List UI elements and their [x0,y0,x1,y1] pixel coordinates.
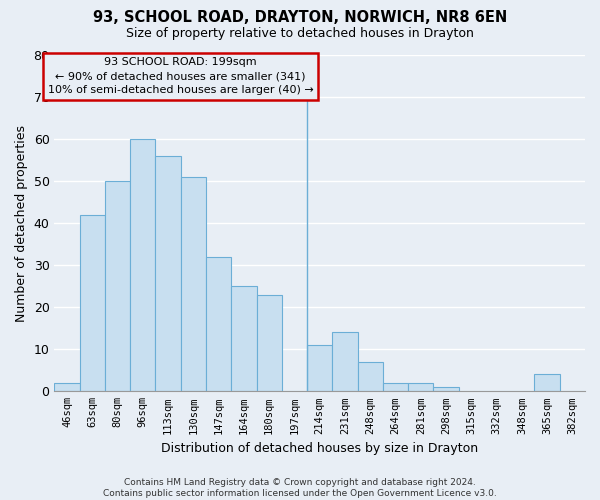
Bar [181,177,206,392]
Text: 93, SCHOOL ROAD, DRAYTON, NORWICH, NR8 6EN: 93, SCHOOL ROAD, DRAYTON, NORWICH, NR8 6… [93,10,507,25]
Bar [383,383,408,392]
Text: Contains HM Land Registry data © Crown copyright and database right 2024.
Contai: Contains HM Land Registry data © Crown c… [103,478,497,498]
Bar [231,286,257,392]
Bar [206,257,231,392]
Bar [332,332,358,392]
Bar [105,181,130,392]
Bar [155,156,181,392]
Bar [535,374,560,392]
Bar [408,383,433,392]
Bar [257,294,282,392]
Bar [358,362,383,392]
Text: 93 SCHOOL ROAD: 199sqm
← 90% of detached houses are smaller (341)
10% of semi-de: 93 SCHOOL ROAD: 199sqm ← 90% of detached… [48,57,314,95]
Bar [55,383,80,392]
X-axis label: Distribution of detached houses by size in Drayton: Distribution of detached houses by size … [161,442,478,455]
Y-axis label: Number of detached properties: Number of detached properties [15,124,28,322]
Bar [80,214,105,392]
Bar [433,387,458,392]
Text: Size of property relative to detached houses in Drayton: Size of property relative to detached ho… [126,28,474,40]
Bar [307,345,332,392]
Bar [130,139,155,392]
